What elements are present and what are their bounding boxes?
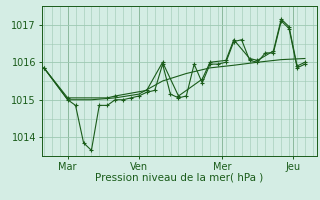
X-axis label: Pression niveau de la mer( hPa ): Pression niveau de la mer( hPa ) — [95, 173, 263, 183]
